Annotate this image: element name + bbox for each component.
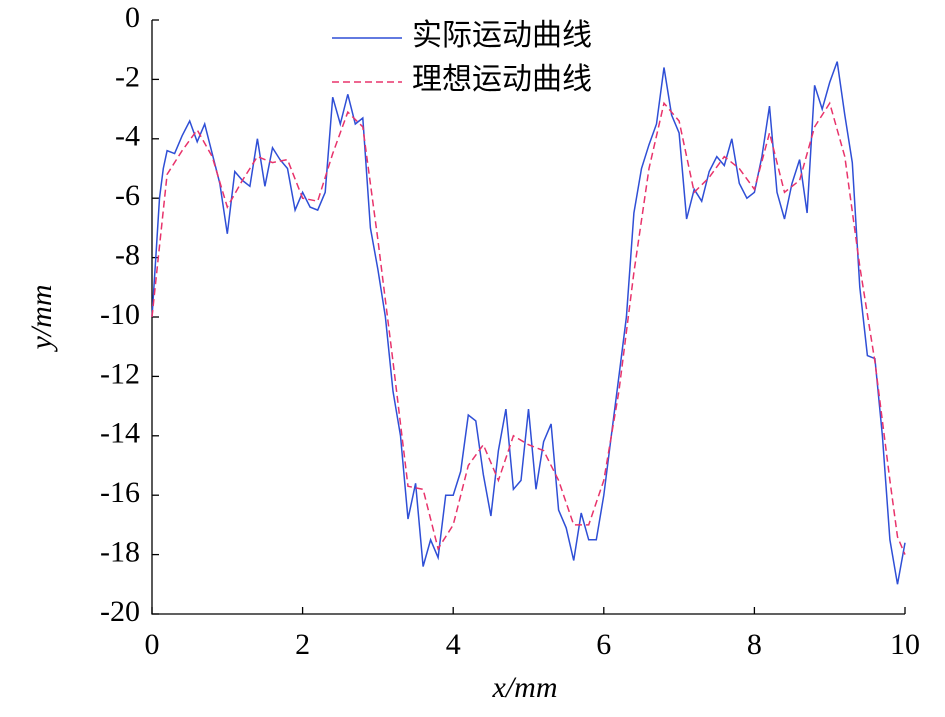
y-tick-label: -12: [100, 357, 140, 390]
x-tick-label: 6: [596, 628, 611, 661]
y-tick-label: -10: [100, 298, 140, 331]
y-tick-label: -2: [115, 60, 140, 93]
x-tick-label: 0: [145, 628, 160, 661]
y-tick-label: -8: [115, 238, 140, 271]
x-tick-label: 2: [295, 628, 310, 661]
series-line: [151, 61, 906, 585]
y-tick-label: -18: [100, 535, 140, 568]
legend-label: 实际运动曲线: [412, 19, 592, 52]
y-tick-label: 0: [125, 1, 140, 34]
legend-label: 理想运动曲线: [412, 63, 592, 96]
y-axis-label: y/mm: [25, 285, 58, 353]
series-line: [151, 101, 906, 555]
x-tick-label: 4: [446, 628, 461, 661]
axes: [151, 20, 905, 615]
y-tick-label: -6: [115, 179, 140, 212]
y-tick-label: -16: [100, 476, 140, 509]
y-tick-label: -20: [100, 595, 140, 628]
x-axis-label: x/mm: [492, 671, 558, 704]
y-tick-label: -14: [100, 417, 140, 450]
x-tick-label: 8: [747, 628, 762, 661]
x-tick-label: 10: [890, 628, 920, 661]
y-tick-label: -4: [115, 120, 140, 153]
